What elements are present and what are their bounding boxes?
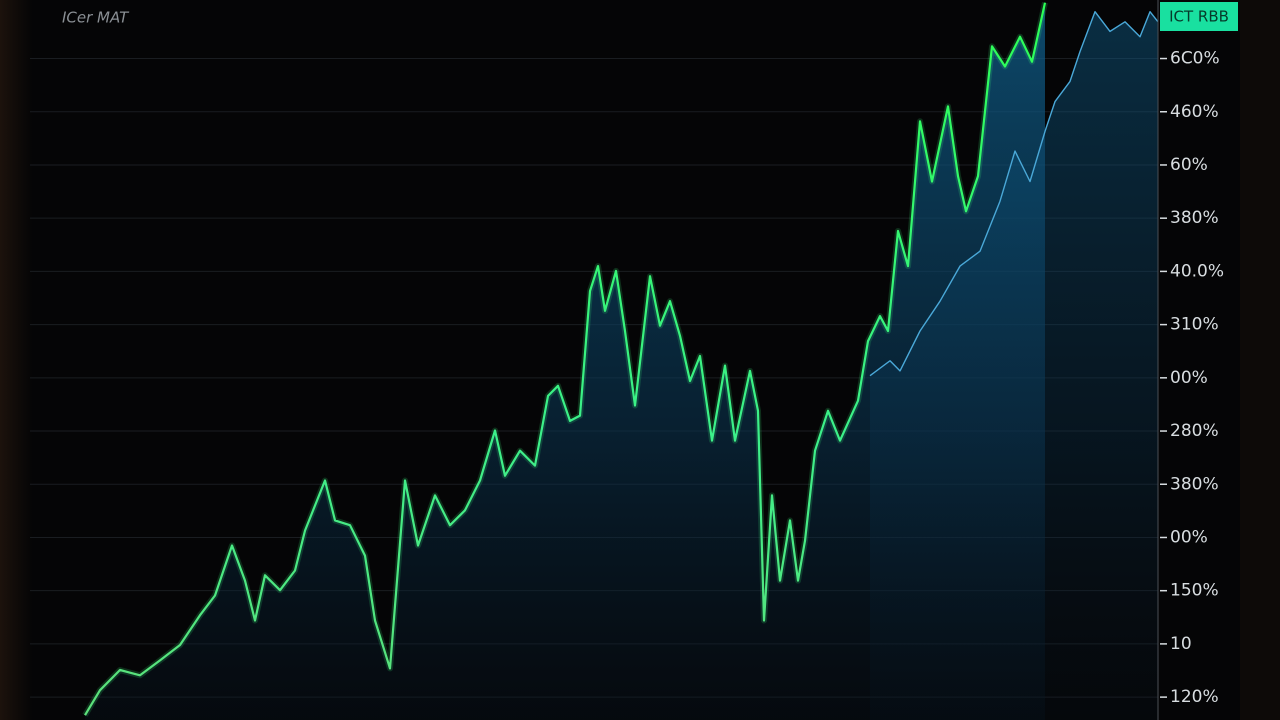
y-tick-label: 10 (1170, 634, 1192, 654)
y-tick-label: 310% (1170, 315, 1219, 335)
area (85, 2, 1045, 720)
y-tick-label: 120% (1170, 687, 1219, 707)
y-tick-label: 150% (1170, 581, 1219, 601)
area-layer (85, 2, 1158, 720)
y-tick-label: 280% (1170, 421, 1219, 441)
edge-shade (0, 0, 32, 720)
tick-layer: 120% 10 150% 00% 380% 280% 00% 310% 40.0% 380% 60%… (1160, 49, 1224, 707)
y-tick-label: 6C0% (1170, 49, 1220, 69)
y-tick-label: 380% (1170, 474, 1219, 494)
y-tick-label: 00% (1170, 368, 1208, 388)
line (84, 2, 1047, 716)
edge-shade (1240, 0, 1280, 720)
y-tick-label: 60% (1170, 155, 1208, 175)
line (869, 11, 1159, 377)
chart-title: ICer MAT (62, 9, 130, 27)
y-tick-label: 40.0% (1170, 261, 1224, 281)
y-tick-label: 460% (1170, 102, 1219, 122)
badge-text: ICT RBB (1169, 8, 1229, 26)
y-tick-label: 380% (1170, 208, 1219, 228)
badge (1160, 2, 1238, 31)
area (870, 11, 1158, 720)
line-layer (82, 2, 1159, 717)
y-tick-label: 00% (1170, 527, 1208, 547)
